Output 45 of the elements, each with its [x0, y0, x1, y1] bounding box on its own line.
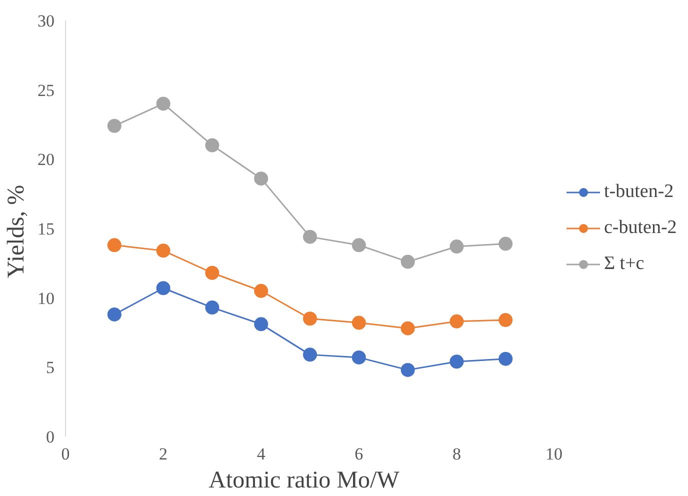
point	[450, 240, 464, 254]
point	[352, 238, 366, 252]
point	[303, 230, 317, 244]
point	[352, 316, 366, 330]
point	[303, 348, 317, 362]
point	[107, 118, 122, 133]
point	[156, 281, 170, 296]
x-tick-label: 6	[354, 444, 364, 464]
y-tick-label: 30	[38, 12, 54, 30]
y-tick-label: 15	[38, 220, 54, 238]
y-tick-label: 25	[38, 80, 54, 100]
y-tick-label: 0	[46, 428, 54, 446]
point	[156, 244, 170, 258]
point	[205, 300, 220, 315]
point	[107, 238, 122, 252]
point	[400, 362, 415, 377]
x-tick-label: 2	[159, 444, 168, 464]
point	[400, 321, 415, 336]
y-axis-title: Yields, %	[4, 184, 30, 278]
x-tick-label: 4	[256, 444, 266, 464]
point	[205, 138, 220, 152]
point	[254, 284, 268, 298]
point	[498, 352, 513, 366]
x-tick-label: 0	[61, 444, 70, 464]
x-axis-title: Atomic ratio Mo/W	[208, 468, 400, 494]
point	[205, 266, 220, 280]
point	[498, 313, 513, 328]
point	[450, 314, 464, 328]
x-tick-label: 10	[546, 444, 562, 464]
legend-label: Σ t+c	[604, 253, 644, 275]
point	[352, 350, 366, 364]
y-tick-label: 5	[46, 358, 54, 378]
point	[254, 172, 268, 186]
legend-label: c-buten-2	[604, 217, 677, 239]
point	[498, 236, 513, 251]
point	[156, 96, 170, 111]
point	[450, 354, 464, 369]
point	[107, 307, 122, 322]
point	[254, 317, 268, 332]
x-tick-label: 8	[452, 444, 461, 464]
point	[400, 254, 415, 269]
y-tick-label: 20	[38, 150, 54, 170]
y-tick-label: 10	[38, 288, 54, 308]
point	[303, 312, 317, 326]
legend-label: t-buten-2	[604, 181, 674, 203]
